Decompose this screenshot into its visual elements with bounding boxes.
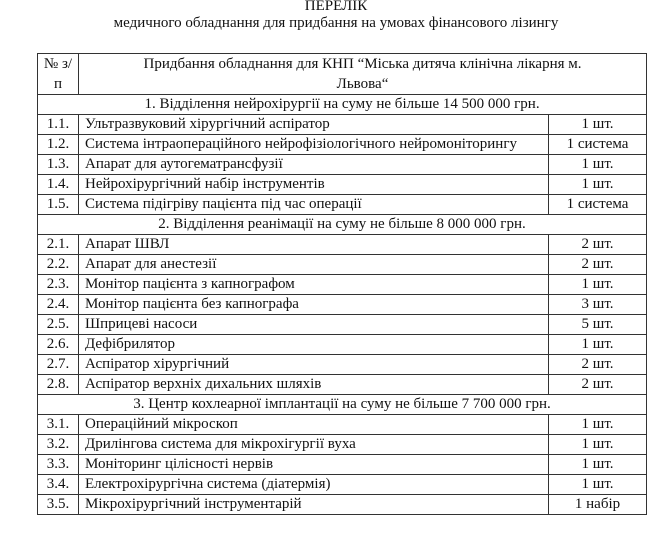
section-row: 3. Центр кохлеарної імплантації на суму …: [36, 394, 648, 415]
header-num: № з/п: [37, 53, 79, 95]
item-quantity: 1 шт.: [547, 454, 648, 475]
item-quantity: 2 шт.: [547, 234, 648, 255]
item-name: Моніторинг цілісності нервів: [78, 454, 549, 475]
item-name: Шприцеві насоси: [78, 314, 549, 335]
item-number: 3.3.: [37, 454, 79, 475]
equipment-table: № з/п Придбання обладнання для КНП “Місь…: [36, 53, 648, 515]
item-quantity: 2 шт.: [547, 374, 648, 395]
item-quantity: 1 шт.: [547, 154, 648, 175]
item-name: Монітор пацієнта без капнографа: [78, 294, 549, 315]
item-number: 2.2.: [37, 254, 79, 275]
item-name: Аспіратор хірургічний: [78, 354, 549, 375]
table-row: 1.5. Система підігріву пацієнта під час о…: [37, 194, 648, 215]
item-quantity: 2 шт.: [547, 354, 648, 375]
item-quantity: 1 шт.: [547, 114, 648, 135]
item-name: Апарат для аутогематрансфузії: [78, 154, 549, 175]
item-number: 3.5.: [37, 494, 79, 515]
item-name: Електрохірургічна система (діатермія): [78, 474, 549, 495]
item-number: 1.4.: [37, 174, 79, 195]
item-number: 1.5.: [37, 194, 79, 215]
table-row: 1.4. Нейрохірургічний набір інструментів 1…: [37, 174, 648, 195]
table-row: 3.4. Електрохірургічна система (діатермія…: [37, 474, 648, 495]
item-number: 2.6.: [37, 334, 79, 355]
item-number: 2.5.: [37, 314, 79, 335]
item-quantity: 2 шт.: [547, 254, 648, 275]
item-number: 2.4.: [37, 294, 79, 315]
item-quantity: 1 шт.: [547, 174, 648, 195]
item-number: 3.4.: [37, 474, 79, 495]
table-row: 1.3. Апарат для аутогематрансфузії 1 шт.: [37, 154, 648, 175]
item-number: 3.2.: [37, 434, 79, 455]
item-name: Мікрохірургічний інструментарій: [78, 494, 549, 515]
section-row: 2. Відділення реанімації на суму не біль…: [36, 214, 648, 235]
table-row: 3.5. Мікрохірургічний інструментарій 1 наб…: [37, 494, 648, 515]
item-quantity: 1 шт.: [547, 274, 648, 295]
table-row: 3.2. Дрилінгова система для мікрохігургії…: [37, 434, 648, 455]
table-row: 2.6. Дефібрилятор 1 шт.: [37, 334, 648, 355]
document-title: ПЕРЕЛІК: [304, 0, 368, 14]
item-number: 1.1.: [37, 114, 79, 135]
item-name: Нейрохірургічний набір інструментів: [78, 174, 549, 195]
item-number: 1.2.: [37, 134, 79, 155]
item-name: Ультразвуковий хірургічний аспіратор: [78, 114, 549, 135]
item-quantity: 1 шт.: [547, 434, 648, 455]
table-row: 2.8. Аспіратор верхніх дихальних шляхів 2 …: [37, 374, 648, 395]
item-name: Операційний мікроскоп: [78, 414, 549, 435]
table-row: 3.3. Моніторинг цілісності нервів 1 шт.: [37, 454, 648, 475]
item-quantity: 1 система: [547, 134, 648, 155]
table-row: 1.1. Ультразвуковий хірургічний аспіратор…: [37, 114, 648, 135]
table-row: 1.2. Система інтраопераційного нейрофізіо…: [37, 134, 648, 155]
item-name: Монітор пацієнта з капнографом: [78, 274, 549, 295]
section-title: 3. Центр кохлеарної імплантації на суму …: [36, 394, 648, 415]
item-quantity: 1 шт.: [547, 414, 648, 435]
document-subtitle: медичного обладнання для придбання на ум…: [113, 15, 559, 31]
section-title: 1. Відділення нейрохірургії на суму не б…: [36, 94, 648, 115]
section-title: 2. Відділення реанімації на суму не біль…: [36, 214, 648, 235]
item-quantity: 5 шт.: [547, 314, 648, 335]
item-name: Аспіратор верхніх дихальних шляхів: [78, 374, 549, 395]
item-quantity: 1 набір: [547, 494, 648, 515]
section-row: 1. Відділення нейрохірургії на суму не б…: [36, 94, 648, 115]
item-number: 2.8.: [37, 374, 79, 395]
table-row: 2.5. Шприцеві насоси 5 шт.: [37, 314, 648, 335]
item-name: Апарат для анестезії: [78, 254, 549, 275]
table-row: 2.1. Апарат ШВЛ 2 шт.: [37, 234, 648, 255]
item-name: Апарат ШВЛ: [78, 234, 549, 255]
item-quantity: 1 шт.: [547, 474, 648, 495]
item-name: Система інтраопераційного нейрофізіологі…: [78, 134, 549, 155]
item-name: Дефібрилятор: [78, 334, 549, 355]
item-quantity: 1 шт.: [547, 334, 648, 355]
table-row: 2.3. Монітор пацієнта з капнографом 1 шт.: [37, 274, 648, 295]
item-number: 3.1.: [37, 414, 79, 435]
item-number: 2.3.: [37, 274, 79, 295]
table-row: 3.1. Операційний мікроскоп 1 шт.: [37, 414, 648, 435]
item-number: 2.1.: [37, 234, 79, 255]
table-row: 2.4. Монітор пацієнта без капнографа 3 шт.: [37, 294, 648, 315]
table-row: 2.2. Апарат для анестезії 2 шт.: [37, 254, 648, 275]
header-name: Придбання обладнання для КНП “Міська дит…: [77, 53, 648, 95]
table-header-row: № з/п Придбання обладнання для КНП “Місь…: [37, 53, 648, 95]
table-row: 2.7. Аспіратор хірургічний 2 шт.: [37, 354, 648, 375]
item-quantity: 1 система: [547, 194, 648, 215]
item-name: Дрилінгова система для мікрохігургії вух…: [78, 434, 549, 455]
item-quantity: 3 шт.: [547, 294, 648, 315]
item-number: 2.7.: [37, 354, 79, 375]
item-name: Система підігріву пацієнта під час опера…: [78, 194, 549, 215]
item-number: 1.3.: [37, 154, 79, 175]
